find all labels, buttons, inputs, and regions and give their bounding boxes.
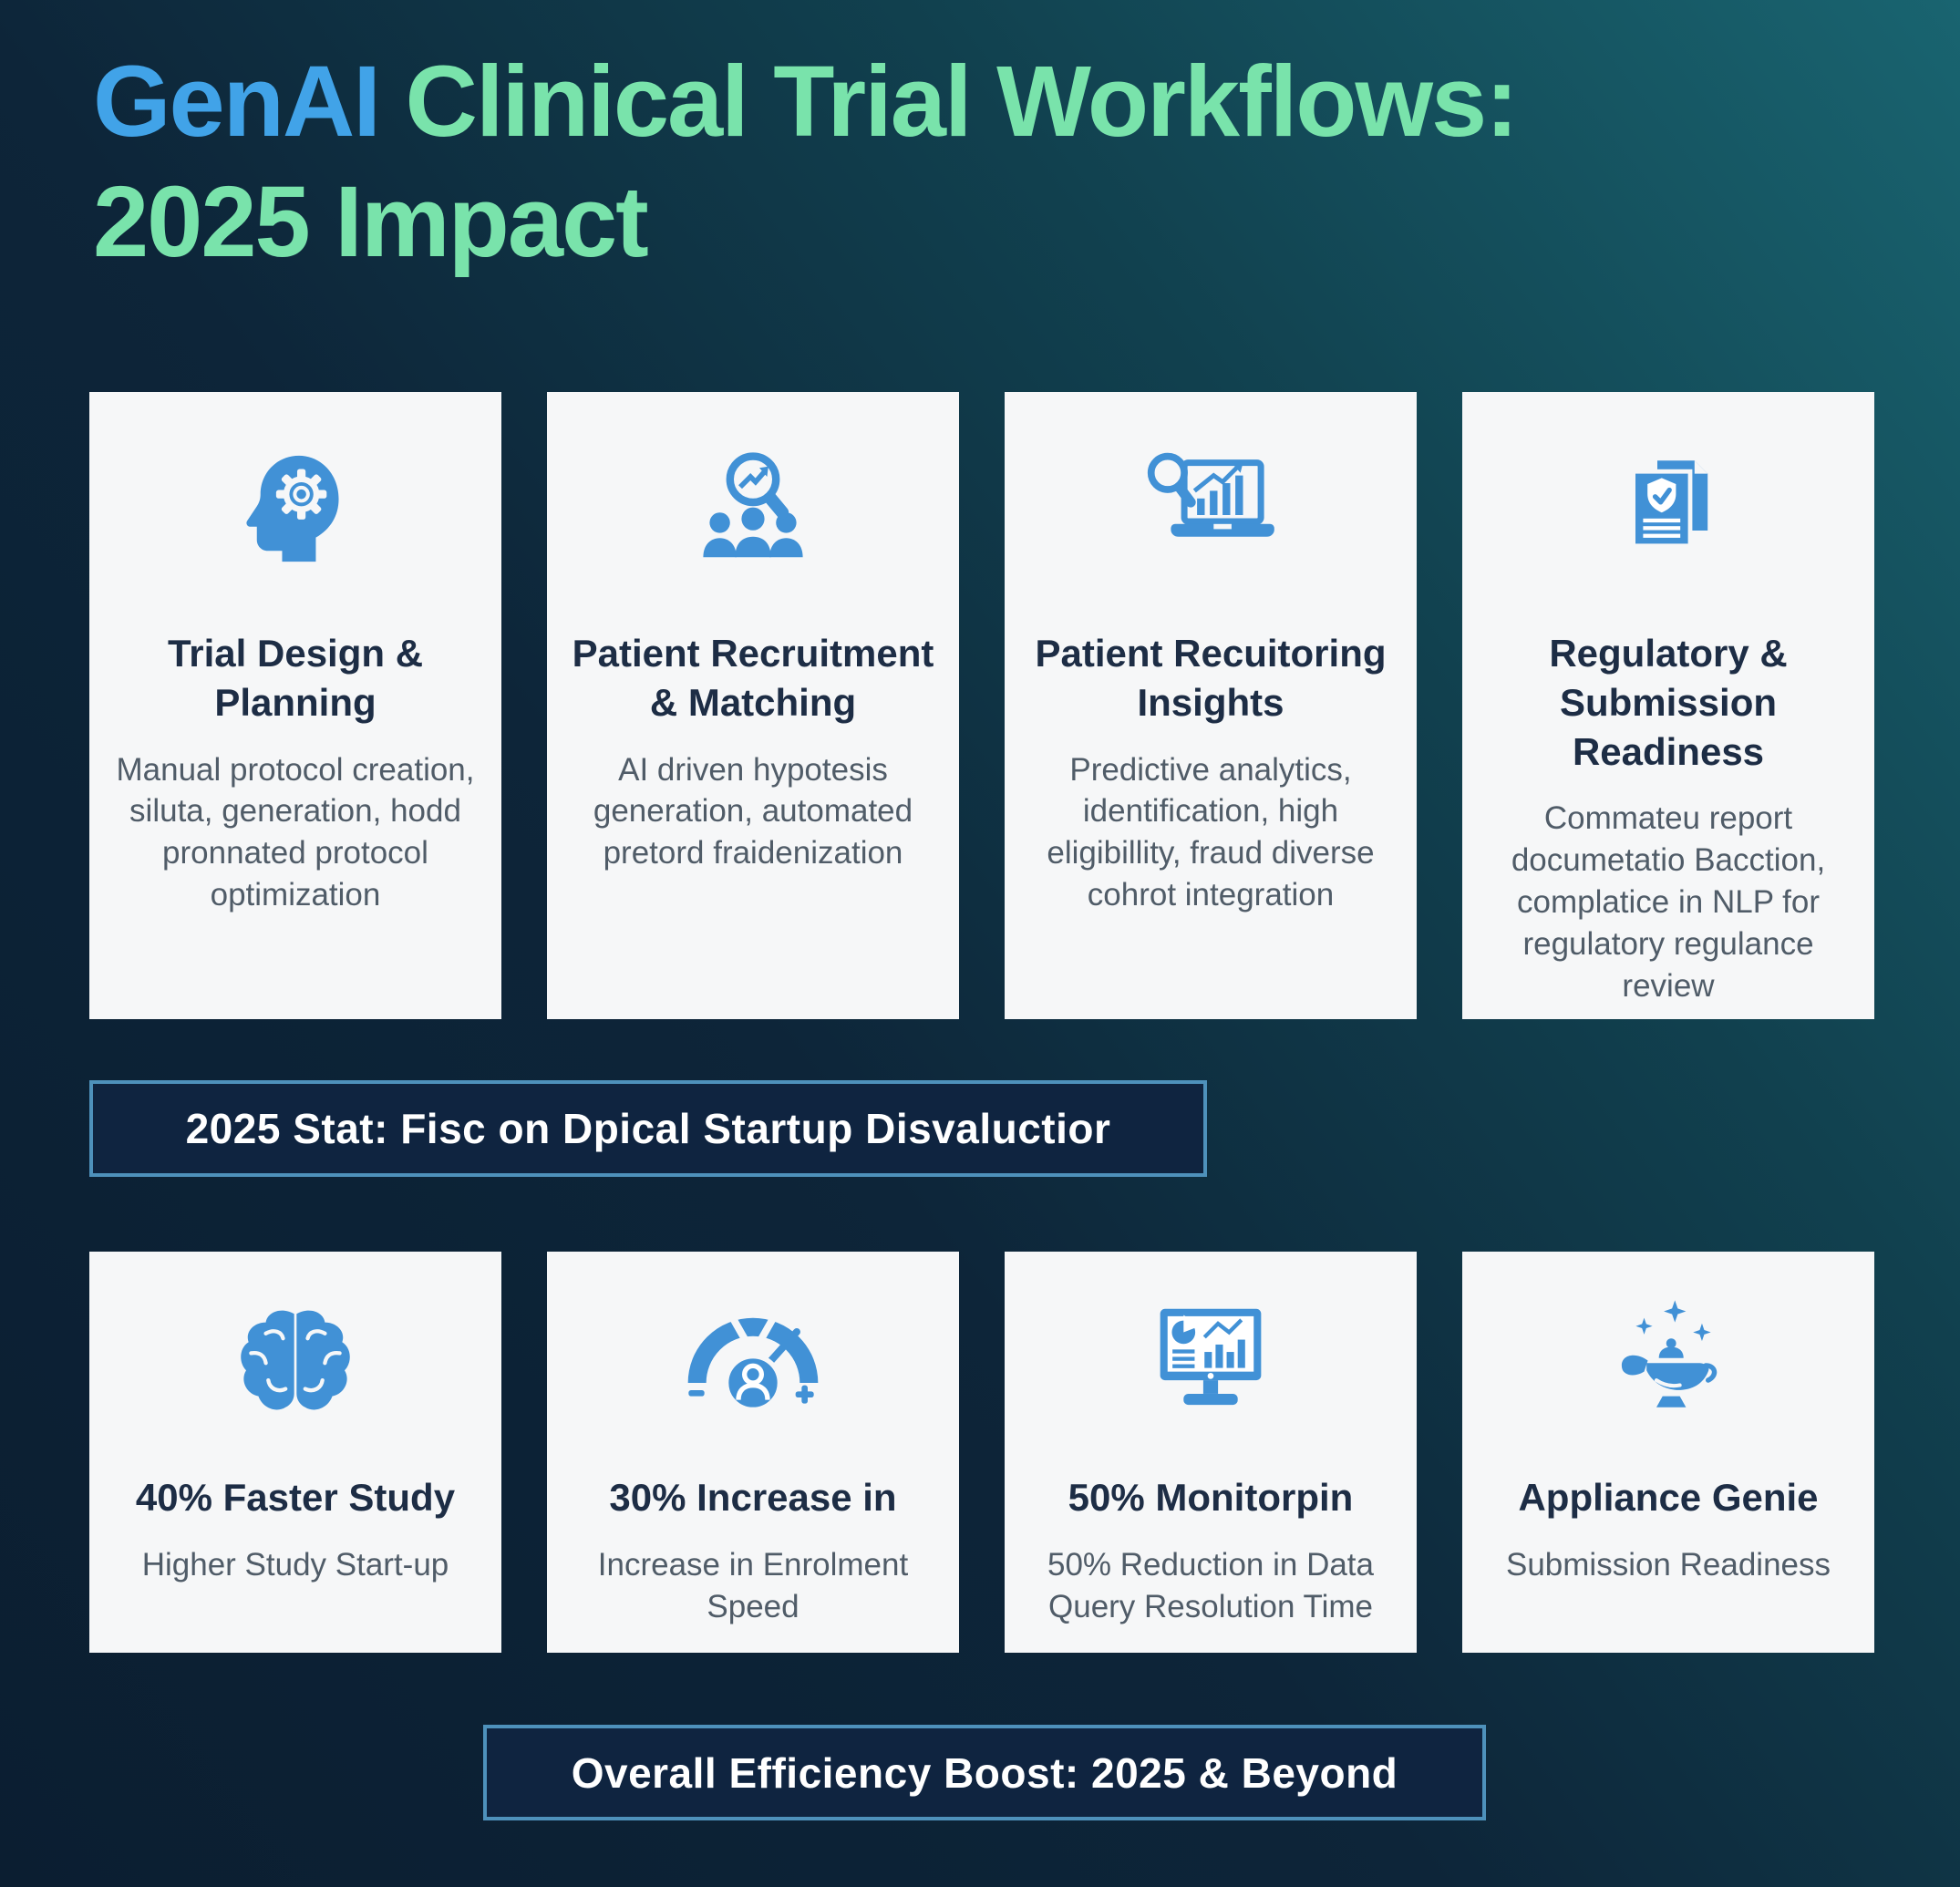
- card-body: Increase in Enrolment Speed: [597, 1546, 909, 1624]
- monitor-dashboard-icon: [1142, 1299, 1279, 1422]
- card-body: 50% Reduction in Data Query Resolution T…: [1047, 1546, 1374, 1624]
- document-shield-icon: [1614, 445, 1723, 572]
- page-title: GenAI Clinical Trial Workflows: 2025 Impa…: [93, 42, 1519, 283]
- page-title-line2: 2025 Impact: [93, 166, 649, 278]
- card-appliance-genie: Appliance Genie Submission Readiness: [1462, 1252, 1874, 1653]
- magnifier-people-icon: [686, 445, 820, 572]
- card-enrolment-increase: 30% Increase in Increase in Enrolment Sp…: [547, 1252, 959, 1653]
- card-title: Patient Recruitment & Matching: [572, 632, 934, 724]
- genie-lamp-icon: [1603, 1299, 1735, 1422]
- page-title-rest: Clinical Trial Workflows:: [378, 46, 1518, 158]
- card-title: Regulatory & Submission Readiness: [1549, 632, 1788, 773]
- footer-banner-label: Overall Efficiency Boost: 2025 & Beyond: [571, 1748, 1398, 1797]
- page-title-highlight: GenAI: [93, 46, 381, 158]
- laptop-analytics-magnifier-icon: [1140, 445, 1282, 572]
- head-gear-icon: [235, 445, 356, 572]
- card-body: AI driven hypotesis generation, automate…: [593, 751, 913, 871]
- card-title: 30% Increase in: [609, 1476, 897, 1519]
- workflow-card-row: Trial Design & Planning Manual protocol …: [89, 392, 1874, 1019]
- card-body: Submission Readiness: [1505, 1546, 1831, 1583]
- card-body: Predictive analytics, identification, hi…: [1047, 751, 1375, 913]
- card-title: Patient Recuitoring Insights: [1035, 632, 1387, 724]
- gauge-person-icon: [680, 1299, 826, 1422]
- card-body: Higher Study Start-up: [141, 1546, 449, 1583]
- card-monitoring: 50% Monitorpin 50% Reduction in Data Que…: [1005, 1252, 1417, 1653]
- stat-banner-label: 2025 Stat: Fisc on Dpical Startup Disval…: [185, 1105, 1111, 1152]
- footer-banner: Overall Efficiency Boost: 2025 & Beyond: [483, 1725, 1486, 1820]
- card-title: Appliance Genie: [1518, 1476, 1819, 1519]
- stat-banner: 2025 Stat: Fisc on Dpical Startup Disval…: [89, 1080, 1207, 1177]
- card-title: 40% Faster Study: [135, 1476, 456, 1519]
- card-faster-study: 40% Faster Study Higher Study Start-up: [89, 1252, 501, 1653]
- card-title: Trial Design & Planning: [167, 632, 424, 724]
- card-body: Manual protocol creation, siluta, genera…: [116, 751, 475, 913]
- card-title: 50% Monitorpin: [1068, 1476, 1354, 1519]
- card-patient-insights: Patient Recuitoring Insights Predictive …: [1005, 392, 1417, 1019]
- card-body: Commateu report documetatio Bacction, co…: [1511, 800, 1826, 1004]
- card-regulatory-readiness: Regulatory & Submission Readiness Commat…: [1462, 392, 1874, 1019]
- card-trial-design: Trial Design & Planning Manual protocol …: [89, 392, 501, 1019]
- card-patient-recruitment: Patient Recruitment & Matching AI driven…: [547, 392, 959, 1019]
- impact-card-row: 40% Faster Study Higher Study Start-up: [89, 1252, 1874, 1653]
- brain-icon: [232, 1299, 358, 1422]
